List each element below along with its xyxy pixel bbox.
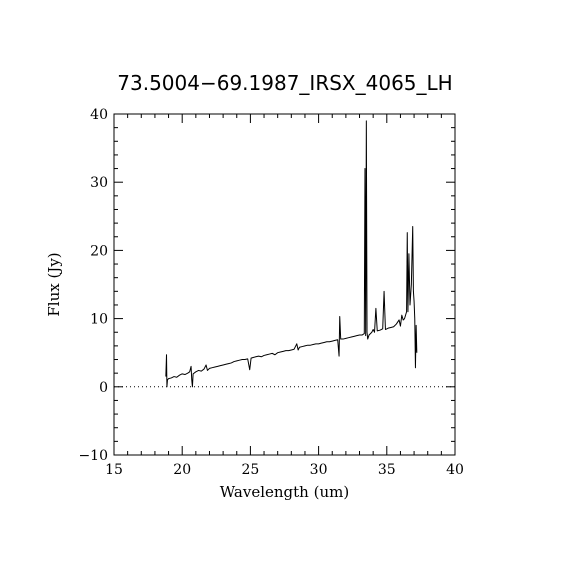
chart-title: 73.5004−69.1987_IRSX_4065_LH bbox=[117, 71, 452, 95]
x-tick-label: 20 bbox=[173, 462, 191, 478]
x-tick-label: 30 bbox=[310, 462, 328, 478]
y-tick-label: 0 bbox=[99, 380, 108, 396]
y-axis-label: Flux (Jy) bbox=[45, 252, 63, 316]
y-tick-label: −10 bbox=[78, 448, 108, 464]
y-tick-label: 10 bbox=[90, 312, 108, 328]
x-tick-label: 15 bbox=[105, 462, 123, 478]
y-tick-label: 40 bbox=[90, 107, 108, 123]
x-tick-label: 40 bbox=[446, 462, 464, 478]
x-axis-label: Wavelength (um) bbox=[220, 483, 349, 501]
spectrum-line bbox=[165, 120, 418, 388]
tick-labels: 15 20 25 30 35 40 −10 0 10 20 30 40 bbox=[78, 107, 463, 478]
x-tick-label: 25 bbox=[241, 462, 259, 478]
x-tick-label: 35 bbox=[378, 462, 396, 478]
y-tick-label: 30 bbox=[90, 175, 108, 191]
y-tick-label: 20 bbox=[90, 243, 108, 259]
axis-ticks bbox=[113, 113, 456, 456]
plot-frame bbox=[113, 113, 456, 456]
